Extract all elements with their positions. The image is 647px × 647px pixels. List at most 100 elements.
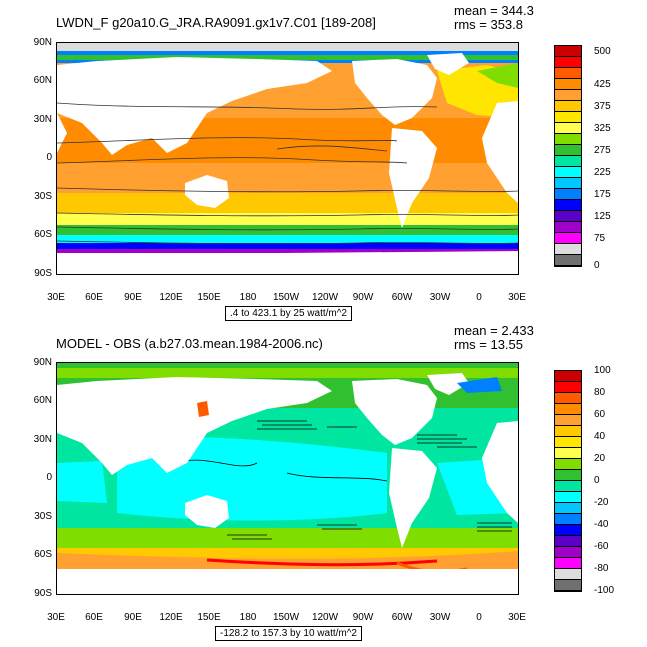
top-colorbar-label: 275 (594, 145, 611, 156)
top-range-note: .4 to 423.1 by 25 watt/m^2 (225, 306, 352, 321)
colorbar-swatch (555, 415, 581, 426)
bottom-colorbar-label: -40 (594, 519, 609, 530)
bottom-lat-label: 60N (33, 395, 52, 406)
top-colorbar-label: 175 (594, 189, 611, 200)
top-map-plot (56, 42, 519, 275)
colorbar-swatch (555, 382, 581, 393)
colorbar-swatch (555, 90, 581, 101)
colorbar-swatch (555, 525, 581, 536)
top-lat-label: 30S (34, 191, 52, 202)
colorbar-swatch (555, 57, 581, 68)
bottom-lon-label: 90W (352, 612, 374, 623)
colorbar-swatch (555, 536, 581, 547)
top-colorbar-label: 125 (594, 211, 611, 222)
top-colorbar (554, 45, 582, 267)
top-lat-label: 30N (33, 114, 52, 125)
bottom-lon-label: 30E (508, 612, 526, 623)
bottom-lon-label: 90E (124, 612, 142, 623)
colorbar-swatch (555, 393, 581, 404)
land-greenland (427, 53, 469, 75)
top-lon-label: 90E (124, 292, 142, 303)
bottom-lon-label: 60W (391, 612, 413, 623)
colorbar-swatch (555, 492, 581, 503)
colorbar-swatch (555, 580, 581, 591)
top-colorbar-label: 500 (594, 46, 611, 57)
top-lat-label: 60S (34, 229, 52, 240)
colorbar-swatch (555, 404, 581, 415)
land-north-america (352, 59, 437, 125)
colorbar-swatch (555, 470, 581, 481)
bottom-lon-label: 180 (239, 612, 257, 623)
colorbar-swatch (555, 437, 581, 448)
bottom-colorbar-label: -100 (594, 585, 615, 596)
land-eurasia (57, 377, 332, 475)
bottom-colorbar-label: 100 (594, 365, 611, 376)
top-lon-label: 90W (352, 292, 374, 303)
bottom-map-panel: MODEL - OBS (a.b27.03.mean.1984-2006.nc)… (0, 320, 647, 647)
top-panel-title: LWDN_F g20a10.G_JRA.RA9091.gx1v7.C01 [18… (56, 15, 376, 30)
top-lon-label: 30W (429, 292, 451, 303)
top-lon-label: 30E (47, 292, 65, 303)
land-africa-east (482, 421, 518, 523)
bottom-lon-label: 30E (47, 612, 65, 623)
colorbar-swatch (555, 547, 581, 558)
top-colorbar-label: 75 (594, 233, 606, 244)
top-lon-label: 120E (159, 292, 183, 303)
top-lon-label: 60W (391, 292, 413, 303)
colorbar-swatch (555, 145, 581, 156)
colorbar-swatch (555, 244, 581, 255)
colorbar-swatch (555, 233, 581, 244)
bottom-lat-label: 0 (46, 472, 52, 483)
bottom-colorbar-label: -20 (594, 497, 609, 508)
colorbar-swatch (555, 46, 581, 57)
bottom-colorbar-label: -60 (594, 541, 609, 552)
top-colorbar-label: 225 (594, 167, 611, 178)
colorbar-swatch (555, 211, 581, 222)
top-map-field (57, 43, 518, 274)
colorbar-swatch (555, 156, 581, 167)
bottom-colorbar (554, 370, 582, 592)
land-south-america (389, 448, 437, 548)
bottom-lon-label: 120W (311, 612, 339, 623)
bottom-lat-label: 60S (34, 549, 52, 560)
top-lon-label: 120W (311, 292, 339, 303)
colorbar-swatch (555, 371, 581, 382)
top-colorbar-label: 375 (594, 101, 611, 112)
colorbar-swatch (555, 514, 581, 525)
top-lon-label: 180 (239, 292, 257, 303)
colorbar-swatch (555, 222, 581, 233)
colorbar-swatch (555, 481, 581, 492)
top-lat-label: 90S (34, 268, 52, 279)
bottom-colorbar-label: 60 (594, 409, 606, 420)
colorbar-swatch (555, 101, 581, 112)
colorbar-swatch (555, 178, 581, 189)
top-panel-mean: mean = 344.3 (454, 3, 534, 18)
bottom-lon-label: 150E (197, 612, 221, 623)
bottom-colorbar-label: 40 (594, 431, 606, 442)
bottom-colorbar-label: -80 (594, 563, 609, 574)
colorbar-swatch (555, 200, 581, 211)
bottom-panel-title: MODEL - OBS (a.b27.03.mean.1984-2006.nc) (56, 336, 323, 351)
top-lat-label: 90N (33, 37, 52, 48)
top-lon-label: 150W (272, 292, 300, 303)
top-lon-label: 0 (476, 292, 482, 303)
land-africa-east (482, 101, 518, 203)
land-north-america (352, 379, 437, 445)
top-lon-label: 60E (85, 292, 103, 303)
bottom-map-plot (56, 362, 519, 595)
colorbar-swatch (555, 558, 581, 569)
bottom-panel-mean: mean = 2.433 (454, 323, 534, 338)
colorbar-swatch (555, 503, 581, 514)
colorbar-swatch (555, 189, 581, 200)
land-eurasia (57, 57, 332, 155)
bottom-lat-label: 90N (33, 357, 52, 368)
bottom-lon-label: 150W (272, 612, 300, 623)
colorbar-swatch (555, 68, 581, 79)
bottom-lon-label: 120E (159, 612, 183, 623)
top-lat-label: 0 (46, 152, 52, 163)
top-map-panel: LWDN_F g20a10.G_JRA.RA9091.gx1v7.C01 [18… (0, 0, 647, 321)
colorbar-swatch (555, 255, 581, 266)
colorbar-swatch (555, 134, 581, 145)
bottom-lat-label: 90S (34, 588, 52, 599)
bottom-lon-label: 0 (476, 612, 482, 623)
